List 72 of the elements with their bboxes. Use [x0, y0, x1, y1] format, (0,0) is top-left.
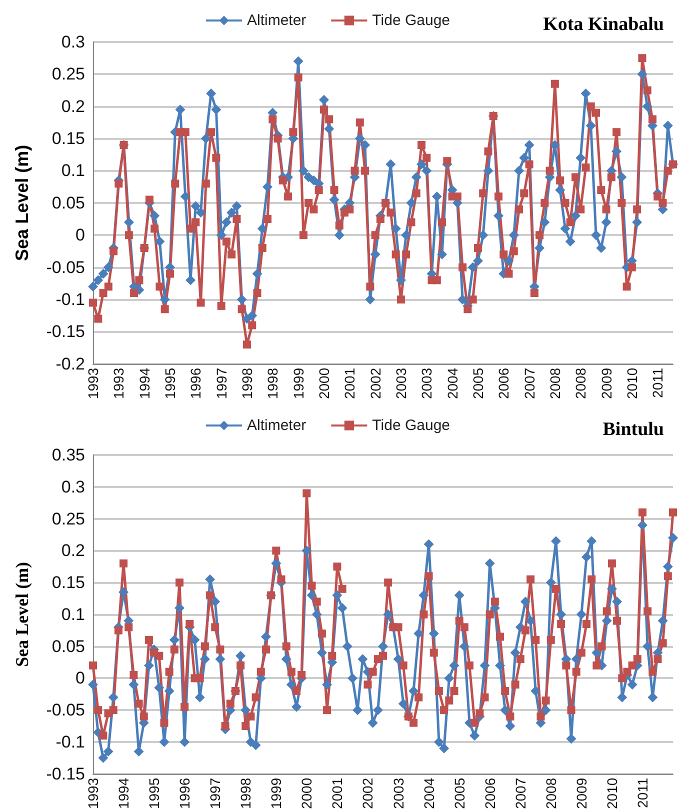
x-tick-label: 1998 — [238, 778, 254, 810]
x-tick-label: 2006 — [482, 778, 498, 810]
y-axis-title: Sea Level (m) — [12, 562, 32, 667]
legend-label: Altimeter — [247, 12, 306, 29]
y-tick-label: 0.1 — [61, 161, 85, 180]
y-tick-label: 0.25 — [52, 509, 85, 528]
x-tick-label: 2000 — [316, 368, 332, 400]
x-tick-label: 2008 — [546, 368, 563, 400]
x-tick-label: 1998 — [238, 368, 255, 400]
x-tick-label: 2010 — [624, 368, 640, 400]
y-tick-label: 0.05 — [52, 636, 85, 656]
x-tick-label: 2009 — [573, 778, 590, 810]
y-tick-label: 0.35 — [52, 446, 85, 464]
x-tick-label: 1993 — [85, 368, 101, 400]
x-tick-label: 1994 — [116, 778, 132, 810]
x-tick-label: 1995 — [146, 778, 162, 810]
x-tick-label: 2003 — [390, 778, 406, 810]
x-tick-label: 1993 — [85, 778, 101, 810]
x-tick-label: 2006 — [496, 368, 512, 400]
x-tick-label: 2005 — [470, 368, 486, 400]
x-tick-label: 1995 — [162, 368, 178, 400]
y-tick-label: -0.1 — [56, 290, 85, 309]
x-tick-label: 2002 — [360, 778, 376, 810]
chart-title: Kota Kinabalu — [543, 14, 664, 35]
y-tick-label: 0.3 — [61, 32, 85, 52]
y-tick-label: -0.1 — [56, 732, 85, 752]
x-tick-label: 1996 — [176, 778, 193, 810]
x-tick-label: 2010 — [604, 778, 620, 810]
x-tick-label: 2007 — [521, 368, 538, 400]
y-tick-label: 0.1 — [61, 604, 85, 624]
x-tick-label: 2004 — [420, 778, 437, 810]
legend-label: Altimeter — [247, 417, 306, 434]
legend-label: Tide Gauge — [372, 12, 450, 29]
y-tick-label: -0.05 — [46, 700, 85, 720]
y-tick-label: 0.15 — [52, 573, 85, 592]
y-axis-title: Sea Level (m) — [12, 144, 32, 261]
y-tick-label: 0.2 — [61, 96, 85, 116]
x-tick-label: 2007 — [512, 778, 528, 810]
y-tick-label: -0.15 — [46, 764, 85, 784]
x-tick-label: 2005 — [451, 778, 468, 810]
y-tick-label: 0.15 — [52, 129, 85, 148]
x-tick-label: 2000 — [298, 778, 315, 810]
x-tick-label: 1999 — [290, 368, 306, 400]
y-tick-label: 0.05 — [52, 193, 85, 212]
y-tick-label: 0 — [76, 668, 85, 688]
x-tick-label: 2011 — [650, 368, 666, 398]
x-tick-label: 1997 — [213, 368, 230, 400]
x-tick-label: 1999 — [268, 778, 284, 810]
x-tick-label: 2011 — [634, 778, 650, 808]
y-tick-label: -0.2 — [56, 354, 85, 374]
y-tick-label: 0.2 — [61, 541, 85, 560]
x-tick-label: 2008 — [572, 368, 589, 400]
y-tick-label: 0.25 — [52, 64, 85, 84]
y-tick-label: -0.05 — [46, 258, 85, 277]
x-tick-label: 2009 — [598, 368, 614, 400]
x-tick-label: 1996 — [188, 368, 204, 400]
chart-title: Bintulu — [602, 419, 664, 440]
x-tick-label: 1993 — [110, 368, 127, 400]
x-tick-label: 2002 — [367, 368, 384, 400]
x-tick-label: 1997 — [207, 778, 224, 810]
legend-label: Tide Gauge — [372, 417, 450, 434]
y-tick-label: 0.3 — [61, 477, 85, 496]
x-tick-label: 2004 — [444, 368, 460, 400]
x-tick-label: 2001 — [342, 368, 358, 400]
x-tick-label: 2003 — [418, 368, 435, 400]
x-tick-label: 2008 — [542, 778, 559, 810]
y-tick-label: -0.15 — [46, 322, 85, 342]
y-tick-label: 0 — [76, 226, 85, 245]
x-tick-label: 2001 — [329, 778, 346, 810]
x-tick-label: 1998 — [264, 368, 281, 400]
x-tick-label: 1994 — [136, 368, 152, 400]
x-tick-label: 2003 — [392, 368, 409, 400]
